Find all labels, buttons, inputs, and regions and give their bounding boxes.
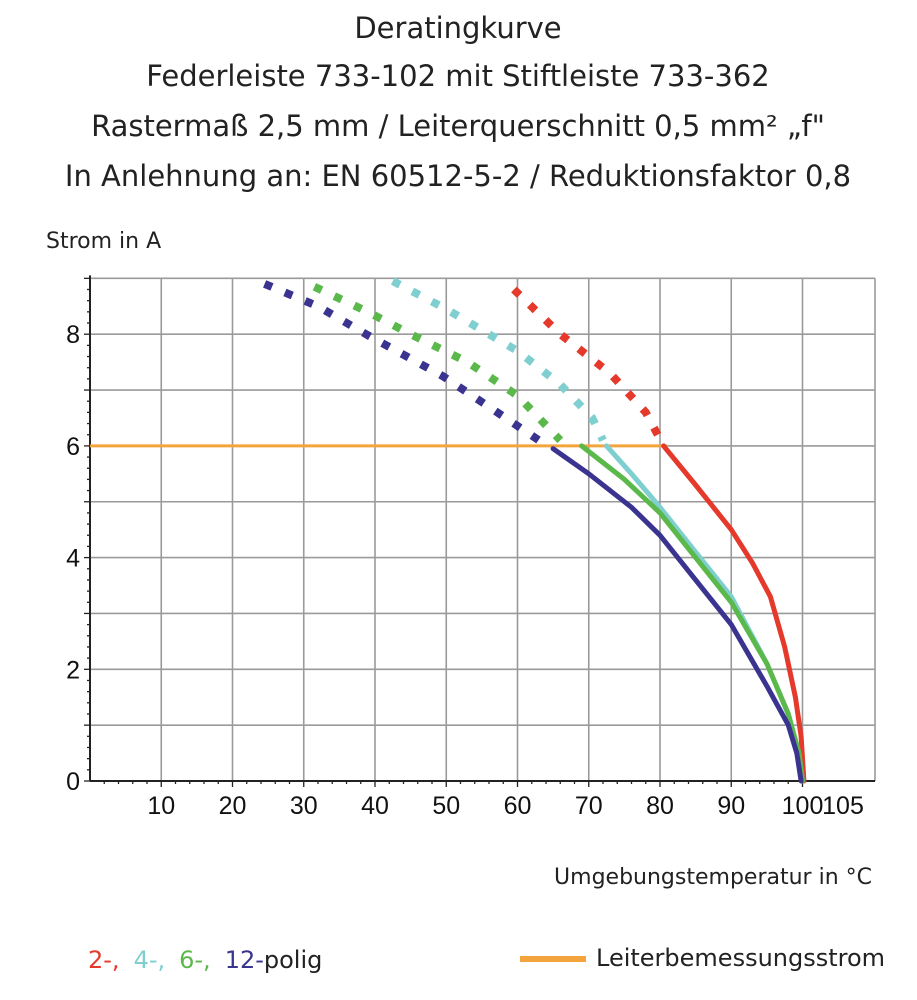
title-line-1: Deratingkurve (354, 11, 561, 45)
legend-12-polig: 12- (225, 946, 264, 974)
x-axis-label: Umgebungstemperatur in °C (554, 865, 872, 890)
x-tick-label: 40 (361, 792, 389, 820)
grid (90, 277, 876, 781)
y-tick-label: 4 (66, 545, 80, 573)
x-tick-label: 80 (646, 792, 674, 820)
series-12-polig-solid (550, 446, 804, 784)
series-12-polig-dashed (263, 280, 542, 444)
x-tick-label: 10 (147, 792, 175, 820)
legend-6-polig: 6-, (179, 946, 211, 974)
legend-2-polig: 2-, (88, 946, 120, 974)
chart-title: Deratingkurve Federleiste 733-102 mit St… (65, 11, 851, 193)
y-axis-label: Strom in A (46, 229, 161, 254)
title-line-2: Federleiste 733-102 mit Stiftleiste 733-… (146, 59, 769, 93)
y-tick-label: 2 (66, 656, 80, 684)
legend-reference-label: Leiterbemessungsstrom (596, 944, 885, 972)
x-tick-label: 90 (717, 792, 745, 820)
x-tick-label: 20 (219, 792, 247, 820)
y-tick-label: 0 (66, 768, 80, 796)
y-tick-label: 8 (66, 321, 80, 349)
x-tick-label: 30 (290, 792, 318, 820)
x-tick-label: 60 (504, 792, 532, 820)
x-tick-label: 105 (822, 792, 864, 820)
series-group (90, 277, 807, 784)
legend-4-polig: 4-, (134, 946, 166, 974)
x-tick-label: 50 (432, 792, 460, 820)
y-tick-label: 6 (66, 433, 80, 461)
title-line-4: In Anlehnung an: EN 60512-5-2 / Reduktio… (65, 159, 851, 193)
series-4-polig-dashed (390, 277, 607, 443)
series-2-polig-solid (661, 443, 807, 784)
legend-series-labels: 2-, 4-, 6-, 12-polig (88, 946, 322, 974)
series-6-polig-dashed (312, 283, 564, 444)
title-line-3: Rastermaß 2,5 mm / Leiterquerschnitt 0,5… (91, 109, 825, 143)
x-tick-label: 70 (575, 792, 603, 820)
legend: 2-, 4-, 6-, 12-polig Leiterbemessungsstrom (88, 944, 885, 974)
x-tick-label: 100 (782, 792, 824, 820)
legend-suffix: polig (264, 946, 323, 974)
